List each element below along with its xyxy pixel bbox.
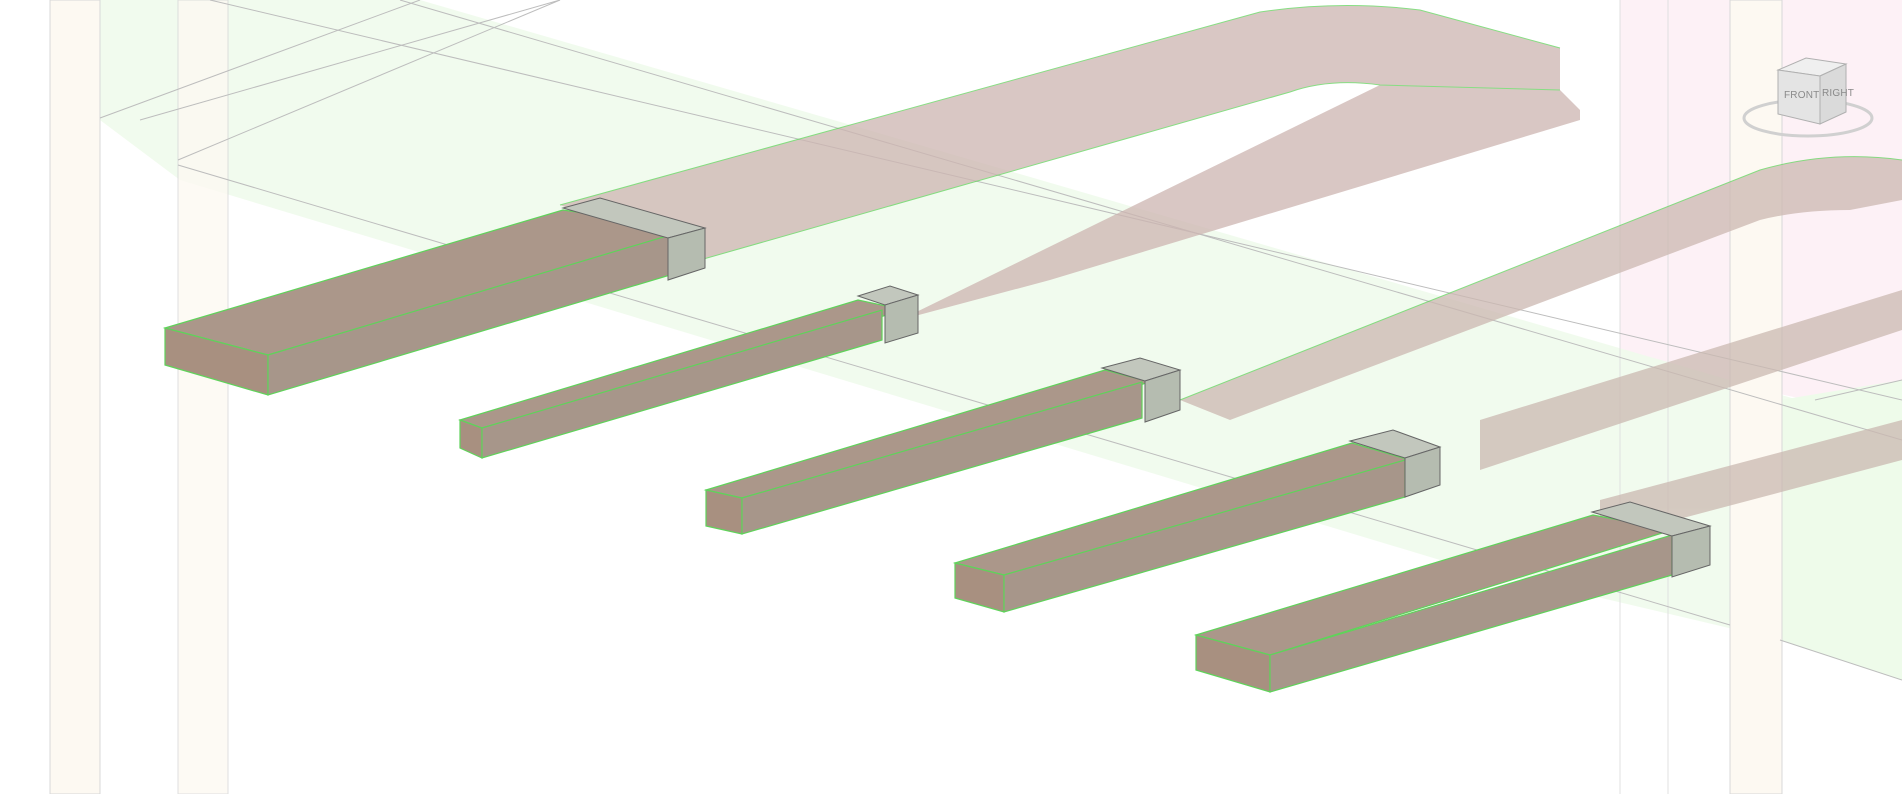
duct-fitting-5[interactable]	[1590, 501, 1712, 578]
viewcube-box[interactable]: FRONT RIGHT	[1776, 57, 1854, 125]
green-zone	[100, 0, 1902, 640]
viewcube-right-label[interactable]: RIGHT	[1822, 88, 1854, 99]
viewcube[interactable]: FRONT RIGHT	[1740, 52, 1880, 152]
duct-run-3[interactable]	[703, 357, 1182, 535]
column-left	[49, 0, 101, 794]
duct-run-1[interactable]	[162, 197, 707, 396]
duct-fitting-1[interactable]	[561, 197, 707, 281]
faded-ducts	[559, 4, 1902, 540]
duct-fitting-2[interactable]	[856, 285, 920, 344]
duct-fitting-3[interactable]	[1100, 357, 1182, 423]
duct-run-4[interactable]	[952, 429, 1442, 613]
viewcube-right-face[interactable]	[1819, 63, 1847, 125]
duct-run-5[interactable]	[1193, 501, 1712, 693]
duct-run-2[interactable]	[458, 285, 920, 459]
viewcube-front-label[interactable]: FRONT	[1784, 90, 1819, 101]
column-left-2	[177, 0, 229, 794]
duct-fitting-4[interactable]	[1348, 429, 1442, 498]
